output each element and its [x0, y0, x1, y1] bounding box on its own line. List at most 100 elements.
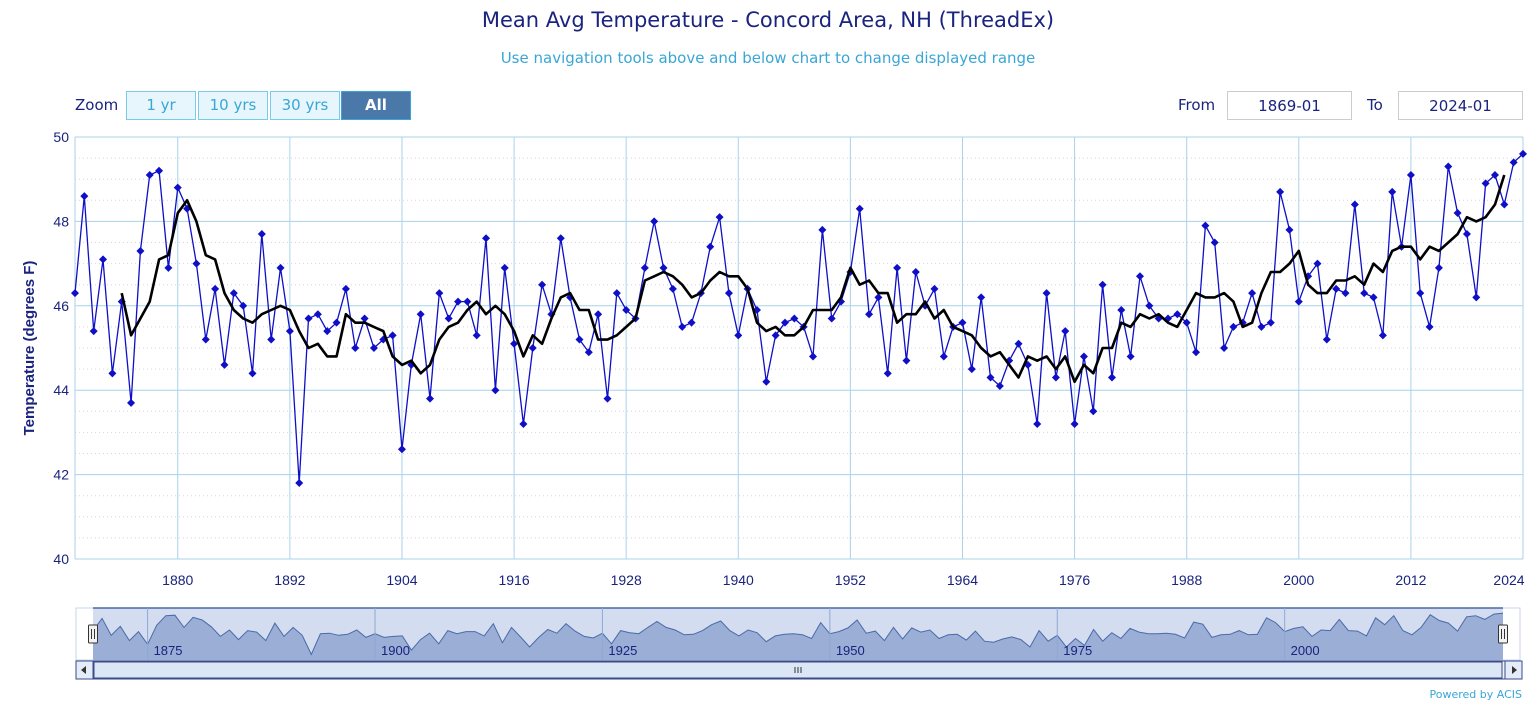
- x-tick-label: 1904: [386, 572, 417, 588]
- annual-series-point: [650, 217, 659, 226]
- annual-series-point: [986, 373, 995, 382]
- annual-series-point: [463, 297, 472, 306]
- annual-series-point: [482, 234, 491, 243]
- annual-series-point: [1341, 289, 1350, 298]
- annual-series-point: [1369, 293, 1378, 302]
- annual-series-point: [1434, 263, 1443, 272]
- annual-series-point: [612, 289, 621, 298]
- annual-series-point: [780, 318, 789, 327]
- handle-body: [1498, 624, 1508, 644]
- annual-series-point: [257, 230, 266, 239]
- annual-series-point: [538, 280, 547, 289]
- annual-series-point: [1201, 221, 1210, 230]
- annual-series-point: [99, 255, 108, 264]
- zoom-1yr-button[interactable]: 1 yr: [126, 91, 196, 120]
- zoom-all-button[interactable]: All: [341, 91, 411, 120]
- annual-series-point: [351, 344, 360, 352]
- annual-series-point: [1182, 318, 1191, 327]
- from-date-input[interactable]: [1227, 91, 1352, 120]
- annual-series-point: [603, 394, 612, 403]
- annual-series-point: [127, 398, 136, 407]
- annual-series-point: [640, 263, 649, 272]
- annual-series-point: [201, 335, 210, 344]
- annual-series-point: [883, 369, 892, 378]
- scrollbar[interactable]: [75, 660, 1523, 680]
- annual-series-point: [1276, 187, 1285, 196]
- annual-series-point: [360, 314, 369, 323]
- x-tick-label: 1976: [1059, 572, 1090, 588]
- zoom-30yrs-button[interactable]: 30 yrs: [270, 91, 340, 120]
- annual-series-point: [678, 322, 687, 331]
- annual-series-point: [1416, 289, 1425, 298]
- annual-series-point: [454, 297, 463, 306]
- annual-series-point: [1294, 297, 1303, 306]
- annual-series-point: [865, 310, 874, 319]
- annual-series-point: [1229, 322, 1238, 331]
- annual-series-point: [790, 314, 799, 323]
- annual-series-point: [425, 394, 434, 403]
- scroll-left-arrow-icon: [81, 666, 86, 674]
- annual-series-line: [74, 153, 1524, 484]
- to-label: To: [1367, 96, 1383, 114]
- chart-subtitle: Use navigation tools above and below cha…: [500, 49, 1036, 67]
- navigator-left-handle[interactable]: [88, 624, 98, 644]
- navigator-right-handle[interactable]: [1498, 624, 1508, 644]
- annual-series-point: [930, 284, 939, 293]
- annual-series-point: [510, 339, 519, 348]
- annual-series-point: [818, 225, 827, 234]
- annual-series-point: [855, 204, 864, 213]
- annual-series-point: [1472, 293, 1481, 302]
- annual-series-point: [668, 284, 677, 293]
- annual-series-point: [1406, 170, 1415, 179]
- y-axis-ticks: 40 42 44 46 48 50: [53, 129, 69, 567]
- annual-series-point: [444, 314, 453, 323]
- annual-series-point: [528, 344, 537, 352]
- navigator-area: [93, 613, 1503, 660]
- annual-series-point: [1135, 272, 1144, 281]
- annual-series-point: [1490, 170, 1499, 179]
- chart-title: Mean Avg Temperature - Concord Area, NH …: [481, 8, 1055, 32]
- annual-series-point: [173, 183, 182, 192]
- x-tick-label: 1880: [162, 572, 193, 588]
- annual-series-point: [1378, 331, 1387, 340]
- annual-series-point: [1192, 348, 1201, 357]
- annual-series-point: [285, 327, 294, 336]
- annual-series-point: [911, 268, 920, 277]
- annual-series-point: [248, 369, 257, 378]
- annual-series-point: [295, 479, 304, 488]
- annual-series-point: [1350, 200, 1359, 209]
- navigator[interactable]: 1875 1900 1925 1950 1975 2000: [75, 607, 1521, 661]
- zoom-label: Zoom: [75, 96, 119, 114]
- annual-series-point: [827, 314, 836, 323]
- annual-series-point: [958, 318, 967, 327]
- annual-series-point: [1322, 335, 1331, 344]
- navigator-line: [92, 612, 1504, 656]
- annual-series-point: [659, 263, 668, 272]
- annual-series-point: [239, 301, 248, 310]
- annual-series-point: [323, 327, 332, 336]
- annual-series-point: [89, 327, 98, 336]
- annual-series-point: [874, 293, 883, 302]
- x-tick-label: 1952: [835, 572, 866, 588]
- annual-series-point: [276, 263, 285, 272]
- annual-series-point: [164, 263, 173, 272]
- annual-series-point: [594, 310, 603, 319]
- annual-series-point: [1033, 419, 1042, 428]
- annual-series-point: [556, 234, 565, 243]
- annual-series-point: [715, 213, 724, 222]
- annual-series-point: [893, 263, 902, 272]
- navigator-tick-label: 2000: [1291, 643, 1320, 658]
- annual-series-point: [1425, 322, 1434, 331]
- zoom-10yrs-button[interactable]: 10 yrs: [198, 91, 268, 120]
- annual-series-point: [1014, 339, 1023, 348]
- scroll-right-arrow-icon: [1512, 666, 1517, 674]
- annual-series-point: [491, 386, 500, 395]
- annual-series-point: [995, 381, 1004, 390]
- y-tick-label: 46: [53, 298, 69, 314]
- to-date-input[interactable]: [1398, 91, 1523, 120]
- credit-link[interactable]: Powered by ACIS: [1429, 688, 1523, 701]
- annual-series-point: [1248, 289, 1257, 298]
- annual-series-point: [939, 352, 948, 361]
- y-axis-title: Temperature (degrees F): [21, 261, 38, 436]
- smoothed-series-line: [120, 174, 1506, 384]
